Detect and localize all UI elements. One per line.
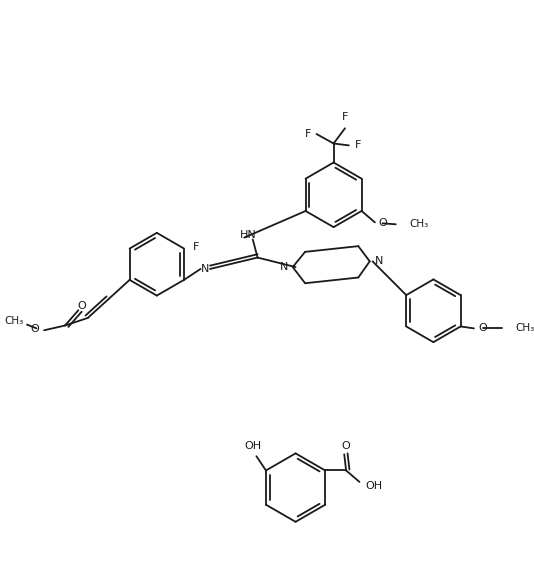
Text: O: O [30, 324, 40, 334]
Text: CH₃: CH₃ [4, 316, 23, 326]
Text: OH: OH [244, 442, 261, 451]
Text: OH: OH [365, 481, 382, 490]
Text: CH₃: CH₃ [409, 219, 428, 229]
Text: N: N [374, 256, 383, 266]
Text: F: F [342, 112, 348, 122]
Text: O: O [342, 440, 350, 451]
Text: N: N [280, 262, 288, 272]
Text: O: O [379, 218, 388, 228]
Text: F: F [193, 242, 199, 252]
Text: F: F [355, 140, 361, 151]
Text: CH₃: CH₃ [516, 323, 534, 334]
Text: N: N [201, 264, 209, 274]
Text: O: O [478, 323, 488, 334]
Text: F: F [305, 129, 312, 139]
Text: HN: HN [240, 230, 256, 240]
Text: O: O [78, 301, 87, 311]
